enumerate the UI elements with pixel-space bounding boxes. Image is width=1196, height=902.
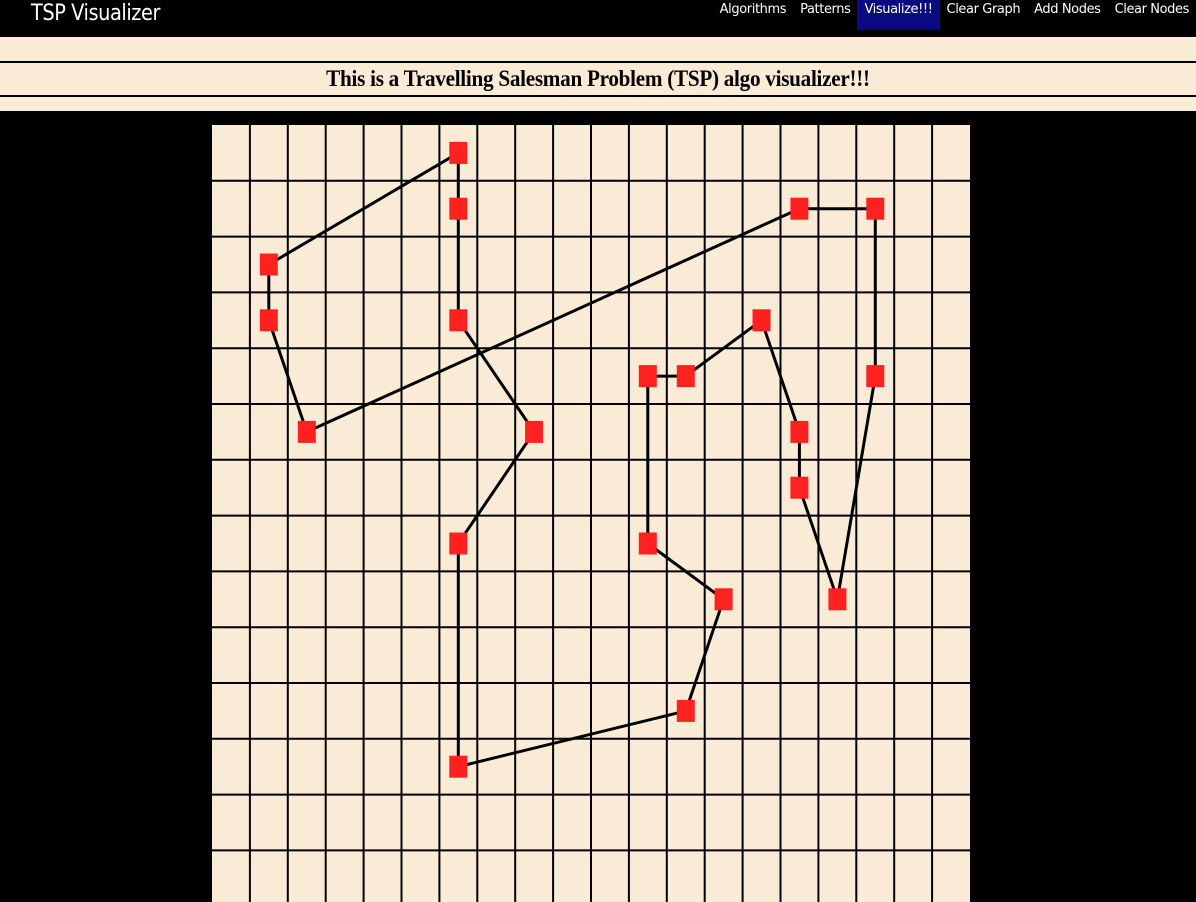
city-node[interactable] bbox=[525, 420, 544, 443]
city-node[interactable] bbox=[449, 141, 468, 164]
visualize-button[interactable]: Visualize!!! bbox=[857, 0, 940, 30]
tsp-tour-path bbox=[267, 151, 877, 769]
page-title: This is a Travelling Salesman Problem (T… bbox=[326, 66, 870, 91]
clear-graph-button[interactable]: Clear Graph bbox=[946, 2, 1021, 17]
city-node[interactable] bbox=[297, 420, 316, 443]
navbar: TSP Visualizer Algorithms Patterns Visua… bbox=[0, 0, 1196, 37]
banner-divider-bottom bbox=[0, 95, 1196, 97]
city-node[interactable] bbox=[790, 197, 809, 220]
city-node[interactable] bbox=[790, 476, 809, 499]
nav-links: Algorithms Patterns Visualize!!! Clear G… bbox=[713, 0, 1196, 30]
city-node[interactable] bbox=[676, 365, 695, 388]
city-node[interactable] bbox=[259, 309, 278, 332]
city-node[interactable] bbox=[259, 253, 278, 276]
city-node[interactable] bbox=[638, 532, 657, 555]
city-node[interactable] bbox=[828, 588, 847, 611]
brand-logo[interactable]: TSP Visualizer bbox=[31, 1, 161, 26]
nav-algorithms[interactable]: Algorithms bbox=[719, 2, 787, 17]
clear-nodes-button[interactable]: Clear Nodes bbox=[1114, 2, 1190, 17]
city-node[interactable] bbox=[676, 699, 695, 722]
banner-divider-top bbox=[0, 61, 1196, 63]
tsp-grid-board[interactable] bbox=[212, 125, 970, 902]
city-node[interactable] bbox=[449, 755, 468, 778]
city-node[interactable] bbox=[790, 420, 809, 443]
city-node[interactable] bbox=[449, 309, 468, 332]
nav-patterns[interactable]: Patterns bbox=[800, 2, 851, 17]
banner bbox=[0, 37, 1196, 111]
city-node[interactable] bbox=[449, 532, 468, 555]
city-node[interactable] bbox=[752, 309, 771, 332]
city-node[interactable] bbox=[866, 197, 885, 220]
city-node[interactable] bbox=[449, 197, 468, 220]
city-node[interactable] bbox=[714, 588, 733, 611]
city-node[interactable] bbox=[866, 365, 885, 388]
city-node[interactable] bbox=[638, 365, 657, 388]
add-nodes-button[interactable]: Add Nodes bbox=[1034, 2, 1101, 17]
